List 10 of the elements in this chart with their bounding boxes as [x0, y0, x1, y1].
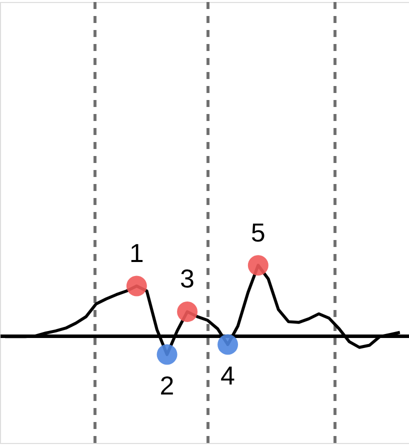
text: 2: [160, 370, 174, 401]
point: [248, 255, 268, 276]
point: [156, 344, 178, 365]
point: [218, 334, 238, 355]
text: 4: [220, 360, 236, 391]
annotation: 3: [180, 264, 195, 294]
text: 5: [250, 217, 266, 248]
point: [126, 276, 147, 296]
point: [177, 301, 198, 322]
annotation: 1: [129, 238, 144, 268]
